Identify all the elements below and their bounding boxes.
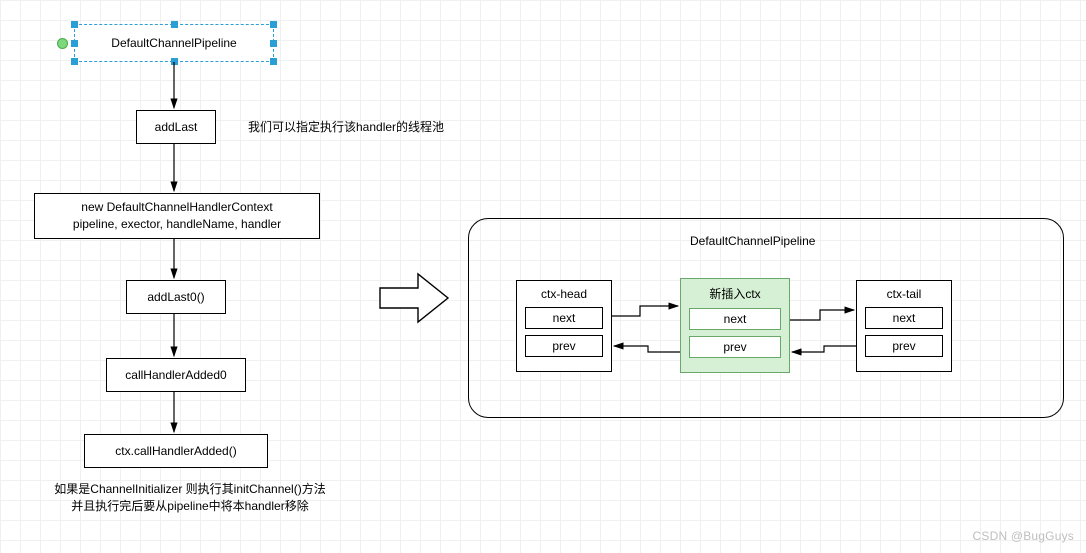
note-initializer: 如果是ChannelInitializer 则执行其initChannel()方… (40, 480, 340, 514)
node-default-channel-pipeline[interactable]: DefaultChannelPipeline (74, 24, 274, 62)
node-label: DefaultChannelPipeline (111, 35, 236, 52)
node-label: addLast (155, 119, 198, 136)
ctx-head-next: next (525, 307, 603, 329)
pipeline-title: DefaultChannelPipeline (690, 234, 815, 248)
node-new-context[interactable]: new DefaultChannelHandlerContext pipelin… (34, 193, 320, 239)
ctx-tail-prev: prev (865, 335, 943, 357)
ctx-new[interactable]: 新插入ctx next prev (680, 278, 790, 373)
ctx-tail-title: ctx-tail (865, 287, 943, 301)
ctx-new-prev: prev (689, 336, 781, 358)
node-addlast[interactable]: addLast (136, 110, 216, 144)
node-callhandleradded0[interactable]: callHandlerAdded0 (106, 358, 246, 392)
ctx-new-next: next (689, 308, 781, 330)
watermark: CSDN @BugGuys (973, 529, 1074, 543)
node-label: ctx.callHandlerAdded() (115, 443, 236, 460)
note-threadpool: 我们可以指定执行该handler的线程池 (248, 118, 444, 135)
ctx-tail[interactable]: ctx-tail next prev (856, 280, 952, 372)
ctx-tail-next: next (865, 307, 943, 329)
node-label: addLast0() (147, 289, 204, 306)
big-arrow-icon (380, 274, 448, 322)
node-label: new DefaultChannelHandlerContext pipelin… (73, 199, 281, 233)
ctx-head[interactable]: ctx-head next prev (516, 280, 612, 372)
node-label: callHandlerAdded0 (125, 367, 226, 384)
ctx-head-prev: prev (525, 335, 603, 357)
node-addlast0[interactable]: addLast0() (126, 280, 226, 314)
node-ctx-callhandleradded[interactable]: ctx.callHandlerAdded() (84, 434, 268, 468)
ctx-new-title: 新插入ctx (689, 285, 781, 302)
ctx-head-title: ctx-head (525, 287, 603, 301)
